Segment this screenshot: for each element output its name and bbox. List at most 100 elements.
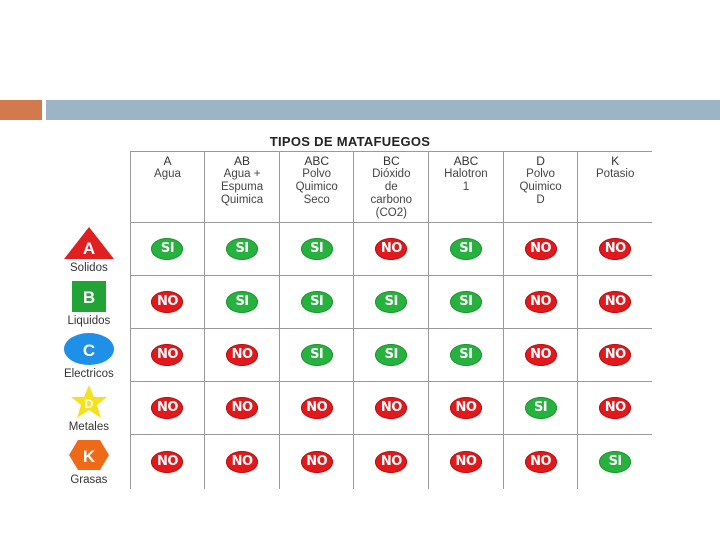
suitability-cell: NO	[428, 381, 504, 435]
class-letter: A	[83, 239, 95, 258]
table-title: TIPOS DE MATAFUEGOS	[269, 134, 431, 149]
column-description: Polvo Quimico Seco	[295, 168, 338, 206]
suitability-cell: SI	[278, 328, 354, 382]
si-badge: SI	[524, 397, 557, 419]
si-badge: SI	[449, 238, 482, 260]
class-letter: B	[83, 288, 95, 307]
no-badge: NO	[599, 291, 632, 313]
no-badge: NO	[151, 451, 184, 473]
suitability-cell: NO	[502, 222, 578, 276]
fire-class-label: Grasas	[70, 474, 108, 487]
no-badge: NO	[524, 451, 557, 473]
hexagon-shape	[68, 440, 109, 471]
column-description: Polvo Quimico D	[519, 168, 562, 206]
fire-class-label: Liquidos	[67, 314, 111, 327]
suitability-cell: SI	[577, 434, 652, 489]
fire-class-row: A Solidos SI SI SI NO SI NO NO	[48, 222, 652, 276]
suitability-cell: NO	[577, 328, 652, 382]
no-badge: NO	[599, 397, 632, 419]
si-badge: SI	[449, 291, 482, 313]
fire-class-cell: B Liquidos	[48, 276, 130, 329]
circle-shape	[63, 332, 114, 365]
suitability-cell: SI	[428, 222, 504, 276]
class-letter: K	[83, 447, 96, 466]
fire-class-hexagon-icon: K	[48, 437, 130, 473]
no-badge: NO	[375, 451, 408, 473]
suitability-cell: NO	[278, 381, 354, 435]
suitability-cell: SI	[428, 275, 504, 329]
class-letter: C	[83, 341, 95, 360]
fire-class-row: K Grasas NO NO NO NO NO NO SI	[48, 434, 652, 490]
si-badge: SI	[300, 291, 333, 313]
suitability-cell: SI	[204, 275, 280, 329]
fire-class-label: Electricos	[63, 367, 114, 380]
column-description: Dióxido de carbono (CO2)	[370, 168, 413, 219]
suitability-cell: NO	[577, 275, 652, 329]
suitability-cell: NO	[278, 434, 354, 489]
header-row: A Agua AB Agua + Espuma Quimica ABC Polvo Qui…	[48, 151, 652, 223]
no-badge: NO	[151, 344, 184, 366]
suitability-cell: NO	[204, 434, 280, 489]
si-badge: SI	[300, 344, 333, 366]
suitability-cell: NO	[129, 434, 205, 489]
no-badge: NO	[599, 344, 632, 366]
column-code: ABC	[304, 154, 330, 168]
column-header: K Potasio	[577, 151, 652, 223]
fire-class-row: D Metales NO NO NO NO NO SI NO	[48, 381, 652, 435]
si-badge: SI	[599, 451, 632, 473]
no-badge: NO	[524, 238, 557, 260]
fire-class-cell: K Grasas	[48, 435, 130, 490]
column-header: ABC Halotron 1	[428, 151, 504, 223]
suitability-cell: NO	[129, 328, 205, 382]
fire-class-label: Metales	[68, 420, 109, 433]
fire-class-circle-icon: C	[48, 331, 130, 367]
no-badge: NO	[375, 238, 408, 260]
column-description: Agua + Espuma Quimica	[220, 168, 264, 206]
column-header: BC Dióxido de carbono (CO2)	[353, 151, 429, 223]
column-code: BC	[382, 154, 400, 168]
column-code: D	[536, 154, 545, 168]
si-badge: SI	[151, 238, 184, 260]
suitability-cell: SI	[278, 222, 354, 276]
no-badge: NO	[226, 397, 259, 419]
suitability-cell: SI	[129, 222, 205, 276]
no-badge: NO	[300, 451, 333, 473]
suitability-cell: NO	[353, 381, 429, 435]
si-badge: SI	[226, 291, 259, 313]
column-description: Agua	[154, 168, 181, 180]
suitability-cell: NO	[577, 381, 652, 435]
fire-class-triangle-icon: A	[48, 225, 130, 261]
class-letter: D	[85, 397, 94, 411]
si-badge: SI	[300, 238, 333, 260]
no-badge: NO	[226, 451, 259, 473]
si-badge: SI	[375, 291, 408, 313]
suitability-cell: SI	[204, 222, 280, 276]
suitability-cell: SI	[278, 275, 354, 329]
column-header: ABC Polvo Quimico Seco	[278, 151, 354, 223]
no-badge: NO	[599, 238, 632, 260]
suitability-cell: NO	[129, 275, 205, 329]
column-code: A	[163, 154, 172, 168]
no-badge: NO	[524, 344, 557, 366]
table-body: A Solidos SI SI SI NO SI NO NO B Liquidos NO SI SI SI S…	[48, 222, 652, 490]
column-description: Halotron 1	[444, 168, 488, 193]
no-badge: NO	[151, 397, 184, 419]
suitability-cell: NO	[353, 222, 429, 276]
suitability-cell: SI	[502, 381, 578, 435]
no-badge: NO	[151, 291, 184, 313]
slide-accent-bar-right	[46, 100, 720, 120]
extinguisher-types-table-image: TIPOS DE MATAFUEGOS A Agua AB Agua + Espuma…	[48, 134, 652, 492]
si-badge: SI	[375, 344, 408, 366]
fire-class-cell: A Solidos	[48, 223, 130, 276]
suitability-cell: NO	[502, 275, 578, 329]
suitability-cell: NO	[204, 328, 280, 382]
fire-class-star-icon: D	[48, 384, 130, 420]
extinguisher-table: A Agua AB Agua + Espuma Quimica ABC Polvo Qui…	[48, 151, 652, 489]
fire-class-label: Solidos	[70, 261, 108, 274]
square-shape	[71, 280, 106, 312]
column-description: Potasio	[596, 168, 635, 180]
suitability-cell: NO	[204, 381, 280, 435]
no-badge: NO	[226, 344, 259, 366]
no-badge: NO	[449, 397, 482, 419]
suitability-cell: SI	[428, 328, 504, 382]
